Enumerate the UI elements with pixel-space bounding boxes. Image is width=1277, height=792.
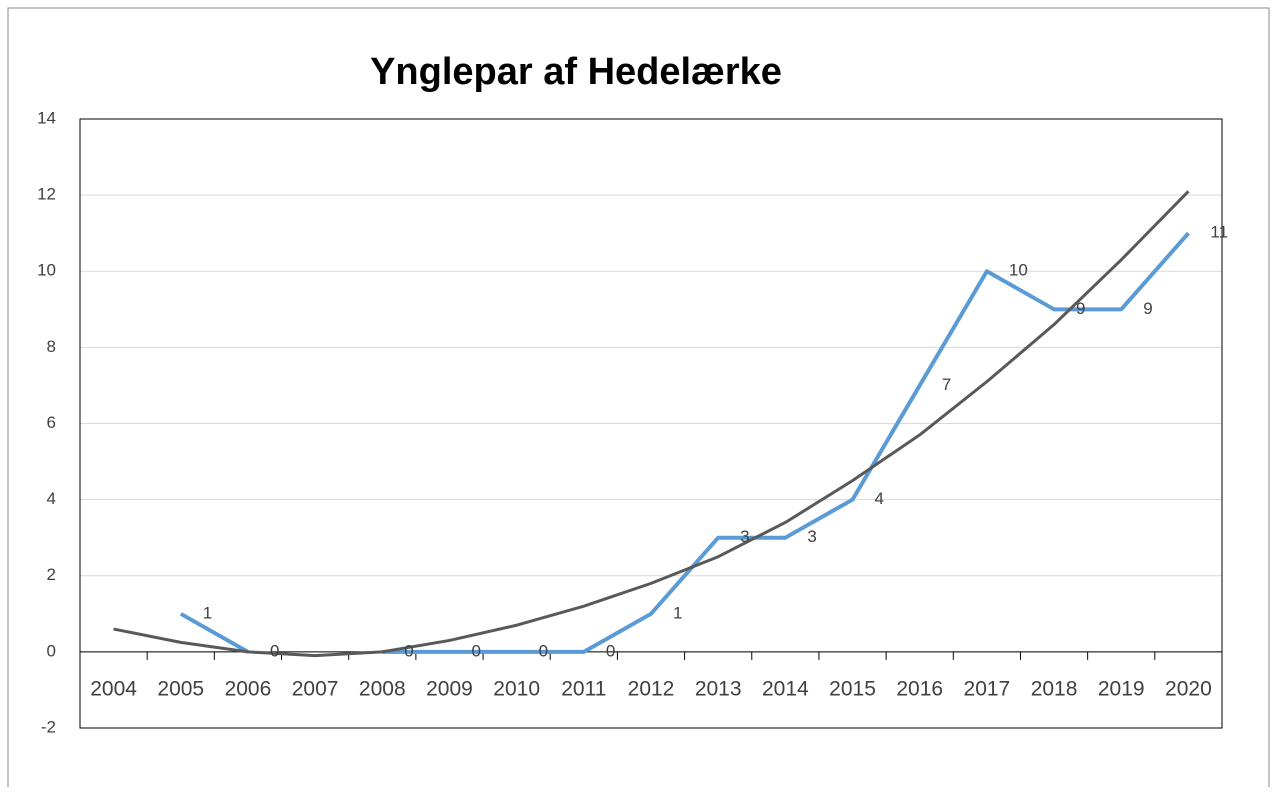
data-label: 0 [606,641,615,660]
x-tick-label: 2014 [762,677,809,700]
data-label: 11 [1210,223,1228,242]
y-tick-label: -2 [41,717,56,736]
y-tick-label: 12 [37,185,56,204]
y-tick-label: 0 [47,641,56,660]
x-tick-label: 2006 [225,677,272,700]
x-tick-label: 2010 [493,677,540,700]
x-tick-label: 2018 [1031,677,1078,700]
x-tick-label: 2009 [426,677,473,700]
chart-frame [7,7,1270,792]
y-tick-label: 6 [47,413,56,432]
y-tick-label: 4 [47,489,56,508]
x-tick-label: 2012 [628,677,675,700]
x-tick-label: 2004 [90,677,137,700]
data-label: 3 [740,527,749,546]
data-label: 7 [942,375,951,394]
x-tick-label: 2005 [157,677,204,700]
x-tick-label: 2019 [1098,677,1145,700]
data-label: 3 [807,527,816,546]
data-label: 0 [404,641,413,660]
data-label: 0 [471,641,480,660]
y-tick-label: 14 [37,108,56,127]
data-line [179,612,249,654]
y-tick-label: 10 [37,261,56,280]
trend-line [113,190,1190,658]
data-label: 0 [539,641,548,660]
data-label: 4 [875,489,884,508]
x-tick-label: 2007 [292,677,339,700]
x-tick-label: 2013 [695,677,742,700]
x-tick-label: 2017 [964,677,1011,700]
y-tick-label: 8 [47,337,56,356]
y-tick-label: 2 [47,565,56,584]
x-tick-label: 2020 [1165,677,1212,700]
x-tick-label: 2008 [359,677,406,700]
data-label: 1 [203,603,212,622]
data-label: 1 [673,603,682,622]
data-line [382,231,1190,654]
data-label: 10 [1009,261,1028,280]
x-tick-label: 2011 [561,677,606,700]
x-tick-label: 2015 [829,677,876,700]
data-label: 0 [270,641,279,660]
data-label: 9 [1076,299,1085,318]
x-tick-label: 2016 [896,677,943,700]
plot-area [79,118,1223,729]
data-label: 9 [1143,299,1152,318]
chart-title: Ynglepar af Hedelærke [370,51,782,93]
